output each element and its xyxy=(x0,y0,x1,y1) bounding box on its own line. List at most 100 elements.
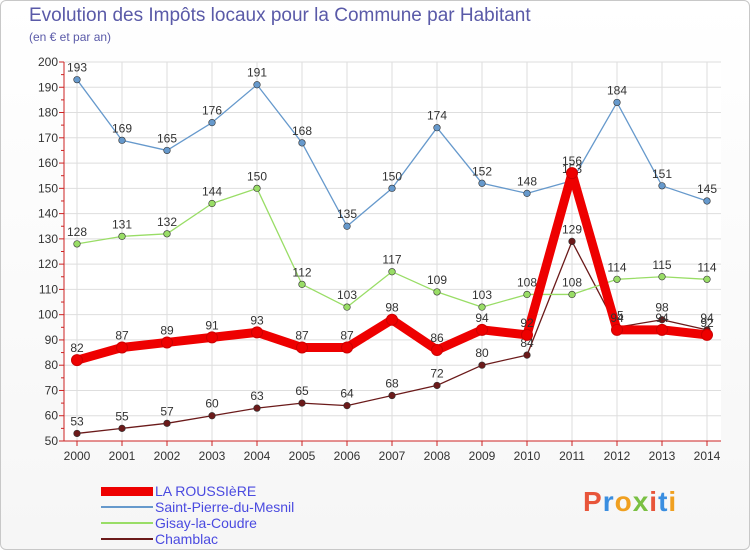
data-label-gisay-la-coudre-2007: 117 xyxy=(382,253,401,267)
data-label-gisay-la-coudre-2003: 144 xyxy=(202,184,222,198)
y-tick-label-180: 180 xyxy=(38,106,58,120)
point-la-roussi-re-2013 xyxy=(656,323,668,336)
data-label-la-roussi-re-2011: 156 xyxy=(562,154,582,168)
data-label-la-roussi-re-2014: 92 xyxy=(700,316,714,330)
x-tick-label-2014: 2014 xyxy=(694,449,721,463)
point-la-roussi-re-2006 xyxy=(341,341,353,354)
point-chamblac-2000 xyxy=(73,429,81,438)
y-tick-label-90: 90 xyxy=(45,333,59,347)
data-label-chamblac-2002: 57 xyxy=(160,404,174,418)
point-saint-pierre-du-mesnil-2014 xyxy=(703,197,711,205)
data-label-saint-pierre-du-mesnil-2010: 148 xyxy=(517,174,537,188)
data-label-gisay-la-coudre-2006: 103 xyxy=(337,288,357,302)
y-tick-label-80: 80 xyxy=(45,358,59,372)
data-label-gisay-la-coudre-2014: 114 xyxy=(697,260,716,274)
point-chamblac-2001 xyxy=(118,424,126,432)
point-la-roussi-re-2005 xyxy=(296,341,308,354)
point-gisay-la-coudre-2014 xyxy=(703,275,711,283)
data-label-saint-pierre-du-mesnil-2014: 145 xyxy=(697,182,717,196)
data-label-la-roussi-re-2001: 87 xyxy=(115,329,129,343)
point-chamblac-2009 xyxy=(478,361,486,369)
point-la-roussi-re-2014 xyxy=(701,328,713,341)
legend-label-saint-pierre: Saint-Pierre-du-Mesnil xyxy=(155,499,295,515)
data-label-saint-pierre-du-mesnil-2001: 169 xyxy=(112,121,132,135)
y-tick-label-70: 70 xyxy=(45,383,59,397)
data-label-saint-pierre-du-mesnil-2002: 165 xyxy=(157,131,177,145)
point-chamblac-2006 xyxy=(343,402,351,410)
point-saint-pierre-du-mesnil-2004 xyxy=(253,81,261,89)
x-tick-label-2005: 2005 xyxy=(289,449,316,463)
point-gisay-la-coudre-2006 xyxy=(343,303,351,311)
data-label-gisay-la-coudre-2002: 132 xyxy=(157,215,177,229)
point-gisay-la-coudre-2000 xyxy=(73,240,81,248)
point-gisay-la-coudre-2007 xyxy=(388,268,396,276)
data-label-la-roussi-re-2000: 82 xyxy=(70,341,84,355)
data-label-chamblac-2014: 94 xyxy=(700,311,714,325)
data-label-saint-pierre-du-mesnil-2007: 150 xyxy=(382,169,402,183)
legend-label-chamblac: Chamblac xyxy=(155,531,219,547)
y-tick-label-130: 130 xyxy=(38,232,58,246)
data-label-chamblac-2013: 98 xyxy=(655,301,669,315)
legend-label-gisay: Gisay-la-Coudre xyxy=(155,515,257,531)
data-label-gisay-la-coudre-2011: 108 xyxy=(562,275,582,289)
point-gisay-la-coudre-2001 xyxy=(118,232,126,240)
data-label-gisay-la-coudre-2010: 108 xyxy=(517,275,537,289)
point-gisay-la-coudre-2009 xyxy=(478,303,486,311)
point-chamblac-2004 xyxy=(253,404,261,412)
data-label-chamblac-2001: 55 xyxy=(115,409,129,423)
point-gisay-la-coudre-2004 xyxy=(253,184,261,192)
point-saint-pierre-du-mesnil-2005 xyxy=(298,139,306,147)
data-label-gisay-la-coudre-2004: 150 xyxy=(247,169,267,183)
point-la-roussi-re-2007 xyxy=(386,313,398,326)
data-label-la-roussi-re-2008: 86 xyxy=(430,331,444,345)
x-tick-label-2011: 2011 xyxy=(559,449,585,463)
point-la-roussi-re-2010 xyxy=(521,328,533,341)
data-label-chamblac-2008: 72 xyxy=(430,366,444,380)
point-gisay-la-coudre-2012 xyxy=(613,275,621,283)
point-chamblac-2005 xyxy=(298,399,306,407)
data-label-gisay-la-coudre-2013: 115 xyxy=(652,258,671,272)
data-label-chamblac-2009: 80 xyxy=(475,346,489,360)
point-la-roussi-re-2000 xyxy=(71,354,83,367)
point-saint-pierre-du-mesnil-2000 xyxy=(73,76,81,84)
data-label-gisay-la-coudre-2012: 114 xyxy=(607,260,626,274)
point-la-roussi-re-2002 xyxy=(161,336,173,349)
y-tick-label-140: 140 xyxy=(38,207,58,221)
point-la-roussi-re-2011 xyxy=(566,167,578,180)
y-tick-label-150: 150 xyxy=(38,181,58,195)
data-label-la-roussi-re-2004: 93 xyxy=(250,313,264,327)
data-label-la-roussi-re-2013: 94 xyxy=(655,311,669,325)
x-tick-label-2000: 2000 xyxy=(64,449,91,463)
data-label-saint-pierre-du-mesnil-2012: 184 xyxy=(607,83,627,97)
point-saint-pierre-du-mesnil-2008 xyxy=(433,124,441,132)
x-tick-label-2002: 2002 xyxy=(154,449,181,463)
point-la-roussi-re-2009 xyxy=(476,323,488,336)
data-label-chamblac-2003: 60 xyxy=(205,397,219,411)
point-saint-pierre-du-mesnil-2009 xyxy=(478,179,486,187)
data-label-la-roussi-re-2006: 87 xyxy=(340,329,354,343)
x-tick-label-2004: 2004 xyxy=(244,449,271,463)
data-label-chamblac-2000: 53 xyxy=(70,414,84,428)
y-tick-label-110: 110 xyxy=(39,282,58,296)
data-label-saint-pierre-du-mesnil-2013: 151 xyxy=(652,167,672,181)
chart-subtitle: (en € et par an) xyxy=(29,30,112,44)
legend-swatch-gisay xyxy=(101,522,153,524)
data-label-gisay-la-coudre-2005: 112 xyxy=(292,265,311,279)
point-la-roussi-re-2008 xyxy=(431,344,443,357)
point-gisay-la-coudre-2005 xyxy=(298,280,306,288)
chart-title: Evolution des Impôts locaux pour la Comm… xyxy=(29,5,531,26)
point-la-roussi-re-2004 xyxy=(251,326,263,339)
data-label-saint-pierre-du-mesnil-2009: 152 xyxy=(472,164,492,178)
y-tick-label-60: 60 xyxy=(45,409,59,423)
data-label-la-roussi-re-2005: 87 xyxy=(295,329,309,343)
proxiti-logo: Proxiti xyxy=(583,486,678,517)
point-chamblac-2003 xyxy=(208,412,216,420)
point-chamblac-2011 xyxy=(568,237,576,245)
data-label-saint-pierre-du-mesnil-2008: 174 xyxy=(427,109,447,123)
point-saint-pierre-du-mesnil-2010 xyxy=(523,189,531,197)
point-gisay-la-coudre-2013 xyxy=(658,273,666,281)
point-saint-pierre-du-mesnil-2013 xyxy=(658,182,666,190)
data-label-chamblac-2006: 64 xyxy=(340,387,354,401)
data-label-la-roussi-re-2003: 91 xyxy=(205,318,219,332)
